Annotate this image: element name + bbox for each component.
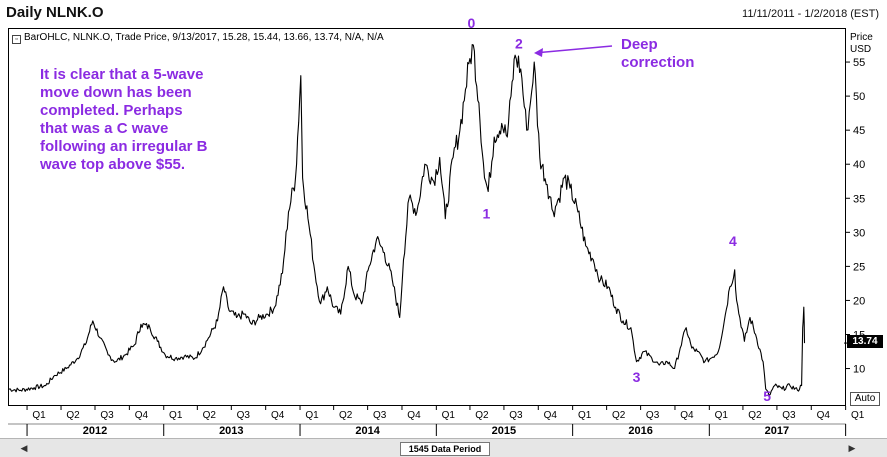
deep-correction-callout: Deep correction: [621, 36, 694, 72]
chart-title: Daily NLNK.O: [6, 4, 104, 21]
x-quarter-label: Q4: [817, 410, 831, 421]
x-quarter-label: Q1: [851, 410, 865, 421]
title-bar: Daily NLNK.O 11/11/2011 - 1/2/2018 (EST): [0, 0, 887, 26]
x-quarter-label: Q3: [100, 410, 114, 421]
x-quarter-label: Q2: [66, 410, 80, 421]
x-quarter-label: Q1: [305, 410, 319, 421]
x-quarter-label: Q1: [442, 410, 456, 421]
data-period-label[interactable]: 1545 Data Period: [400, 442, 490, 456]
x-quarter-label: Q4: [271, 410, 285, 421]
x-quarter-label: Q3: [237, 410, 251, 421]
y-tick-label: 20: [853, 295, 865, 307]
x-year-label: 2015: [492, 425, 516, 437]
y-tick-label: 55: [853, 57, 865, 69]
x-quarter-label: Q3: [373, 410, 387, 421]
annotation-line: wave top above $55.: [40, 156, 186, 173]
annotation-line: following an irregular B: [40, 138, 208, 155]
date-range: 11/11/2011 - 1/2/2018 (EST): [742, 8, 879, 20]
callout-line: correction: [621, 54, 695, 71]
x-year-label: 2016: [628, 425, 652, 437]
x-year-label: 2017: [765, 425, 789, 437]
series-legend: ▫ BarOHLC, NLNK.O, Trade Price, 9/13/2017…: [12, 32, 384, 44]
bar-ohlc-icon: ▫: [12, 35, 21, 44]
x-quarter-label: Q2: [748, 410, 762, 421]
x-quarter-label: Q1: [578, 410, 592, 421]
x-quarter-label: Q3: [646, 410, 660, 421]
x-quarter-label: Q1: [32, 410, 46, 421]
annotation-line: It is clear that a 5-wave: [40, 66, 204, 83]
analysis-annotation: It is clear that a 5-wave move down has …: [40, 66, 240, 174]
y-tick-label: 30: [853, 227, 865, 239]
currency-axis-title: USD: [850, 44, 872, 55]
y-tick-label: 50: [853, 91, 865, 103]
y-tick-label: 10: [853, 364, 865, 376]
price-axis-title: Price: [850, 32, 873, 43]
x-quarter-label: Q2: [203, 410, 217, 421]
callout-line: Deep: [621, 36, 658, 53]
y-tick-label: 25: [853, 261, 865, 273]
x-quarter-label: Q2: [612, 410, 626, 421]
x-year-label: 2013: [219, 425, 243, 437]
x-quarter-label: Q4: [680, 410, 694, 421]
x-quarter-label: Q1: [169, 410, 183, 421]
x-year-label: 2014: [355, 425, 380, 437]
y-tick-label: 35: [853, 193, 865, 205]
triangle-right-icon[interactable]: ▶: [848, 443, 856, 453]
y-tick-label: 45: [853, 125, 865, 137]
legend-text: BarOHLC, NLNK.O, Trade Price, 9/13/2017,…: [24, 32, 384, 43]
y-tick-label: 40: [853, 159, 865, 171]
x-quarter-label: Q1: [715, 410, 729, 421]
x-quarter-label: Q3: [509, 410, 523, 421]
triangle-left-icon[interactable]: ◀: [20, 443, 28, 453]
annotation-line: completed. Perhaps: [40, 102, 183, 119]
annotation-line: move down has been: [40, 84, 192, 101]
x-quarter-label: Q2: [475, 410, 489, 421]
last-price-badge: 13.74: [847, 335, 883, 348]
x-quarter-label: Q2: [339, 410, 353, 421]
annotation-line: that was a C wave: [40, 120, 169, 137]
x-year-label: 2012: [83, 425, 107, 437]
x-quarter-label: Q3: [782, 410, 796, 421]
x-quarter-label: Q4: [407, 410, 421, 421]
auto-scale-button[interactable]: Auto: [850, 392, 880, 406]
x-quarter-label: Q4: [544, 410, 558, 421]
x-quarter-label: Q4: [135, 410, 149, 421]
